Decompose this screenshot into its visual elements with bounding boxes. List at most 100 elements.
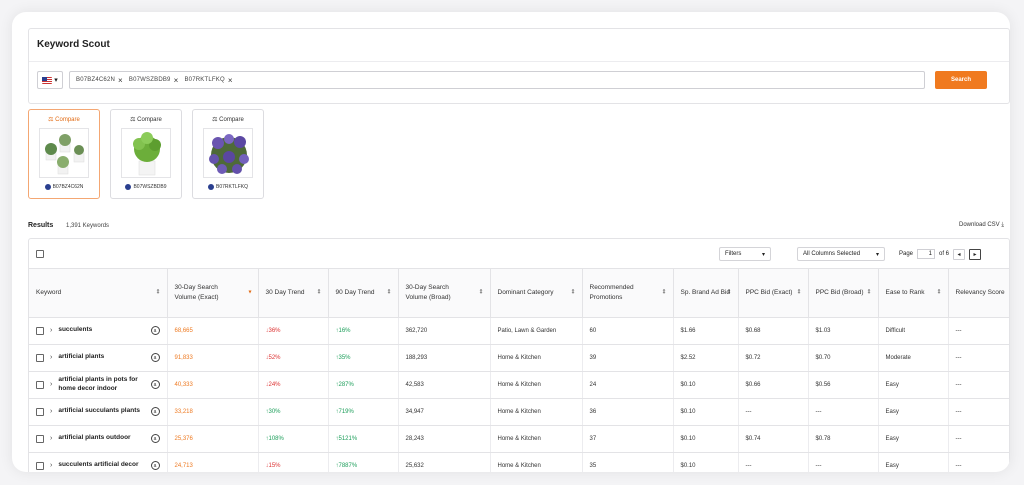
expand-chevron-icon[interactable]: › (50, 354, 53, 361)
select-all-checkbox[interactable] (36, 250, 44, 258)
sort-icon[interactable]: ⇕ (155, 289, 161, 296)
expand-chevron-icon[interactable]: › (50, 435, 53, 442)
expand-chevron-icon[interactable]: › (50, 327, 53, 334)
sort-icon[interactable]: ⇕ (796, 289, 802, 296)
filters-label: Filters (725, 251, 742, 257)
column-header[interactable]: Dominant Category ⇕ (490, 269, 583, 318)
pagination: Page 1 of 6 ◂ ▸ (899, 247, 982, 261)
expand-chevron-icon[interactable]: › (50, 408, 53, 415)
download-csv-link[interactable]: Download CSV ⤓ (959, 222, 1004, 229)
cell-sp: $0.10 (673, 398, 739, 426)
amazon-search-icon[interactable]: a (150, 380, 160, 389)
compare-toggle[interactable]: ⚖ Compare (111, 116, 181, 123)
sort-icon[interactable]: ⇕ (316, 289, 322, 296)
product-card[interactable]: ⚖ Compare B07WSZBDB9 (110, 109, 182, 199)
cell-broad: 42,583 (398, 371, 491, 399)
results-count: 1,391 Keywords (66, 223, 110, 229)
keyword-cell: › artificial plants a (29, 344, 168, 372)
cell-rel: --- (948, 398, 1009, 426)
marketplace-select[interactable]: ▾ (37, 71, 63, 89)
column-header[interactable]: Sp. Brand Ad Bid ⇕ (673, 269, 739, 318)
column-header-label: PPC Bid (Broad) (815, 289, 864, 297)
product-card[interactable]: ⚖ Compare B07RKTLFKQ (192, 109, 264, 199)
keyword-cell-content: › artificial plants in pots for home deco… (36, 376, 160, 394)
cell-exact: 33,218 (167, 398, 259, 426)
row-checkbox[interactable] (36, 326, 44, 335)
compare-toggle[interactable]: ⚖ Compare (29, 116, 99, 123)
product-asin: B07WSZBDB9 (111, 184, 181, 190)
row-checkbox[interactable] (36, 461, 44, 470)
sort-icon[interactable]: ⇕ (866, 289, 872, 296)
table-row[interactable]: › succulents artificial decor a 24,713 ↓15% ↑… (29, 452, 1009, 472)
cell-t90: ↑287% (328, 371, 399, 399)
cell-t30: ↓36% (258, 317, 329, 345)
column-header-label: 30-Day Search Volume (Exact) (174, 284, 219, 301)
amazon-search-icon[interactable]: a (150, 407, 160, 416)
table-row[interactable]: › artificial succulants plants a 33,218 ↑30%… (29, 398, 1009, 426)
sort-icon[interactable]: ⇕ (726, 289, 732, 296)
column-header[interactable]: Ease to Rank ⇕ (878, 269, 949, 318)
cell-broad: 362,720 (398, 317, 491, 345)
table-row[interactable]: › succulents a 68,665 ↓36% ↑16% 362,720 Patio, … (29, 317, 1009, 345)
prev-page-button[interactable]: ◂ (953, 248, 966, 260)
remove-chip-icon[interactable]: × (227, 75, 233, 85)
amazon-search-icon[interactable]: a (150, 461, 160, 470)
sort-icon[interactable]: ⇕ (936, 289, 942, 296)
column-header[interactable]: 90 Day Trend ⇕ (328, 269, 399, 318)
page-input[interactable]: 1 (917, 249, 936, 259)
cell-exact: 25,376 (167, 425, 259, 453)
remove-chip-icon[interactable]: × (118, 75, 123, 85)
column-header[interactable]: Keyword ⇕ (29, 269, 168, 318)
keyword-cell-content: › artificial plants outdoor a (36, 434, 160, 443)
column-header[interactable]: 30-Day Search Volume (Broad) ⇕ (398, 269, 491, 318)
table-row[interactable]: › artificial plants a 91,833 ↓52% ↑35% 188,293… (29, 344, 1009, 372)
column-header[interactable]: PPC Bid (Broad) ⇕ (808, 269, 879, 318)
row-checkbox[interactable] (36, 353, 44, 362)
sort-icon[interactable]: ⇕ (478, 289, 484, 296)
page-total: of 6 (939, 251, 950, 257)
amazon-search-icon[interactable]: a (150, 434, 160, 443)
expand-chevron-icon[interactable]: › (50, 462, 53, 469)
sort-icon[interactable]: ⇕ (661, 289, 667, 296)
filters-dropdown[interactable]: Filters ▾ (719, 247, 771, 261)
table-row[interactable]: › artificial plants outdoor a 25,376 ↑108% ↑5… (29, 425, 1009, 453)
column-header-label: Relevancy Score (955, 289, 1005, 297)
product-asin-label: B07RKTLFKQ (216, 184, 248, 190)
column-header[interactable]: 30 Day Trend ⇕ (258, 269, 329, 318)
cell-promo: 37 (582, 425, 674, 453)
column-header[interactable]: 30-Day Search Volume (Exact) ▾ (167, 269, 259, 318)
sort-icon[interactable]: ⇕ (386, 289, 392, 296)
next-page-button[interactable]: ▸ (969, 248, 982, 260)
compare-toggle[interactable]: ⚖ Compare (193, 116, 263, 123)
cell-t90: ↑35% (328, 344, 399, 372)
row-checkbox[interactable] (36, 380, 44, 389)
table-row[interactable]: › artificial plants in pots for home deco… (29, 371, 1009, 399)
remove-chip-icon[interactable]: × (173, 75, 179, 85)
keyword-text: artificial plants in pots for home decor… (58, 375, 138, 392)
columns-dropdown[interactable]: All Columns Selected ▾ (797, 247, 885, 261)
cell-rel: --- (948, 425, 1009, 453)
compare-icon: ⚖ (130, 117, 138, 123)
row-checkbox[interactable] (36, 407, 44, 416)
product-image (203, 128, 253, 178)
cell-ppce: $0.74 (738, 425, 809, 453)
product-card[interactable]: ⚖ Compare B07BZ4C62N (28, 109, 100, 199)
cell-ppce: $0.68 (738, 317, 809, 345)
asin-input[interactable]: B07BZ4C62N × B07WSZBDB9 × B07RKTLFKQ × (69, 71, 925, 89)
cell-category: Home & Kitchen (490, 425, 583, 453)
cell-ease: Easy (878, 398, 949, 426)
expand-chevron-icon[interactable]: › (50, 381, 53, 388)
sort-desc-icon[interactable]: ▾ (248, 289, 252, 296)
cell-exact: 24,713 (167, 452, 259, 472)
column-header[interactable]: Relevancy Score (948, 269, 1009, 318)
cell-promo: 39 (582, 344, 674, 372)
row-checkbox[interactable] (36, 434, 44, 443)
sort-icon[interactable]: ⇕ (570, 289, 576, 296)
cell-ease: Difficult (878, 317, 949, 345)
amazon-search-icon[interactable]: a (150, 353, 160, 362)
column-header[interactable]: Recommended Promotions ⇕ (582, 269, 674, 318)
column-header[interactable]: PPC Bid (Exact) ⇕ (738, 269, 809, 318)
column-header-label: 30 Day Trend (265, 289, 305, 297)
search-button[interactable]: Search (935, 71, 987, 89)
amazon-search-icon[interactable]: a (150, 326, 160, 335)
